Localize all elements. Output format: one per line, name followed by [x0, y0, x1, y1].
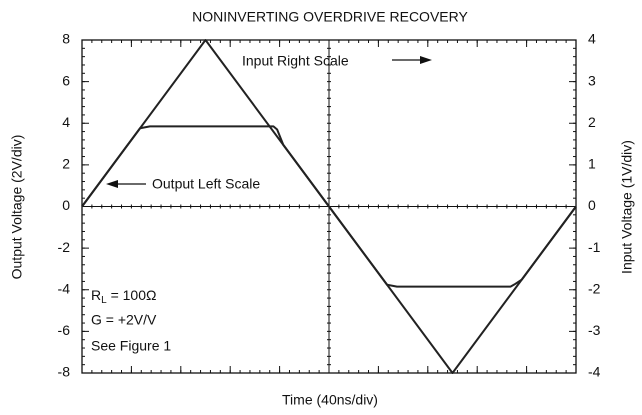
chart-title: NONINVERTING OVERDRIVE RECOVERY — [192, 9, 468, 25]
annotation-part: R — [91, 287, 101, 303]
y2-tick-label: -3 — [588, 322, 601, 338]
arrowhead — [106, 180, 118, 188]
annotation-part: = 100Ω — [107, 287, 157, 303]
annotation: G = +2V/V — [91, 312, 157, 328]
y2-tick-label: -1 — [588, 239, 601, 255]
arrowhead — [420, 56, 432, 64]
y-tick-label: -2 — [58, 239, 71, 255]
annotation-sub: L — [101, 295, 107, 306]
y-axis-label: Output Voltage (2V/div) — [9, 135, 25, 280]
y2-tick-label: 2 — [588, 114, 596, 130]
y-tick-label: 0 — [62, 197, 70, 213]
y-tick-label: 6 — [62, 72, 70, 88]
annotation: Input Right Scale — [242, 53, 349, 69]
y2-axis-label: Input Voltage (1V/div) — [619, 140, 635, 274]
x-axis-label: Time (40ns/div) — [282, 392, 378, 408]
y2-tick-label: 3 — [588, 72, 596, 88]
y-tick-label: 8 — [62, 31, 70, 47]
y-tick-label: -4 — [58, 280, 71, 296]
y2-tick-label: 1 — [588, 156, 596, 172]
annotation: Output Left Scale — [152, 176, 260, 192]
y-tick-label: -8 — [58, 364, 71, 380]
y2-tick-label: 4 — [588, 31, 596, 47]
annotation: See Figure 1 — [91, 338, 171, 354]
annotation: RL = 100Ω — [91, 287, 156, 306]
y2-tick-label: -4 — [588, 364, 601, 380]
y-tick-label: 4 — [62, 114, 70, 130]
y-tick-label: 2 — [62, 156, 70, 172]
y2-tick-label: 0 — [588, 197, 596, 213]
y-tick-label: -6 — [58, 322, 71, 338]
y2-tick-label: -2 — [588, 280, 601, 296]
line-series — [81, 125, 577, 288]
